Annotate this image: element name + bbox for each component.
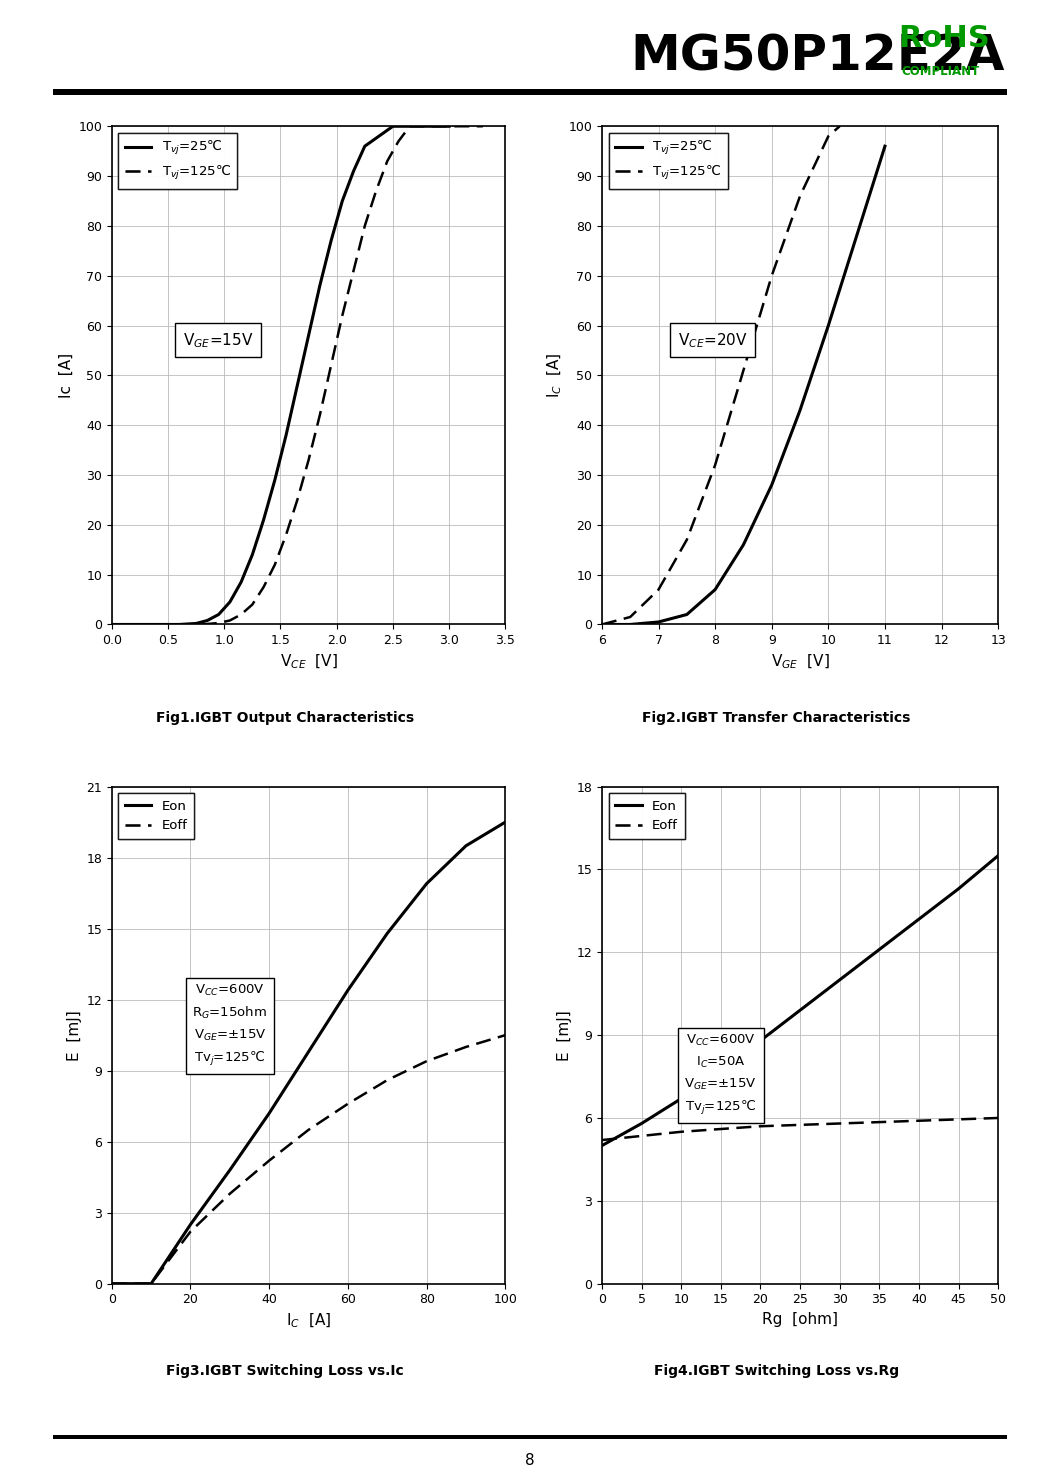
Y-axis label: Ic  [A]: Ic [A] (59, 353, 74, 398)
Text: Fig4.IGBT Switching Loss vs.Rg: Fig4.IGBT Switching Loss vs.Rg (654, 1364, 899, 1377)
Text: 8: 8 (525, 1453, 535, 1468)
Text: Fig2.IGBT Transfer Characteristics: Fig2.IGBT Transfer Characteristics (642, 711, 911, 726)
Text: MG50P12E2A: MG50P12E2A (631, 33, 1005, 80)
Y-axis label: E  [mJ]: E [mJ] (558, 1009, 572, 1061)
Text: Fig1.IGBT Output Characteristics: Fig1.IGBT Output Characteristics (156, 711, 414, 726)
Text: V$_{CC}$=600V
R$_G$=15ohm
V$_{GE}$=±15V
Tv$_j$=125℃: V$_{CC}$=600V R$_G$=15ohm V$_{GE}$=±15V … (192, 982, 267, 1068)
Legend: T$_{vj}$=25℃, T$_{vj}$=125℃: T$_{vj}$=25℃, T$_{vj}$=125℃ (608, 134, 727, 188)
Y-axis label: E  [mJ]: E [mJ] (67, 1009, 82, 1061)
Text: COMPLIANT: COMPLIANT (901, 65, 979, 77)
Y-axis label: I$_C$  [A]: I$_C$ [A] (546, 353, 564, 398)
Legend: Eon, Eoff: Eon, Eoff (608, 792, 685, 838)
X-axis label: Rg  [ohm]: Rg [ohm] (762, 1312, 838, 1327)
Text: Fig3.IGBT Switching Loss vs.Ic: Fig3.IGBT Switching Loss vs.Ic (166, 1364, 404, 1377)
Legend: T$_{vj}$=25℃, T$_{vj}$=125℃: T$_{vj}$=25℃, T$_{vj}$=125℃ (119, 134, 237, 188)
X-axis label: V$_{CE}$  [V]: V$_{CE}$ [V] (280, 653, 337, 671)
X-axis label: V$_{GE}$  [V]: V$_{GE}$ [V] (771, 653, 830, 671)
X-axis label: I$_C$  [A]: I$_C$ [A] (286, 1312, 331, 1330)
Legend: Eon, Eoff: Eon, Eoff (119, 792, 194, 838)
Text: RoHS: RoHS (898, 24, 990, 53)
Text: V$_{CC}$=600V
I$_C$=50A
V$_{GE}$=±15V
Tv$_j$=125℃: V$_{CC}$=600V I$_C$=50A V$_{GE}$=±15V Tv… (685, 1033, 757, 1117)
Text: V$_{CE}$=20V: V$_{CE}$=20V (678, 331, 747, 350)
Text: V$_{GE}$=15V: V$_{GE}$=15V (182, 331, 253, 350)
